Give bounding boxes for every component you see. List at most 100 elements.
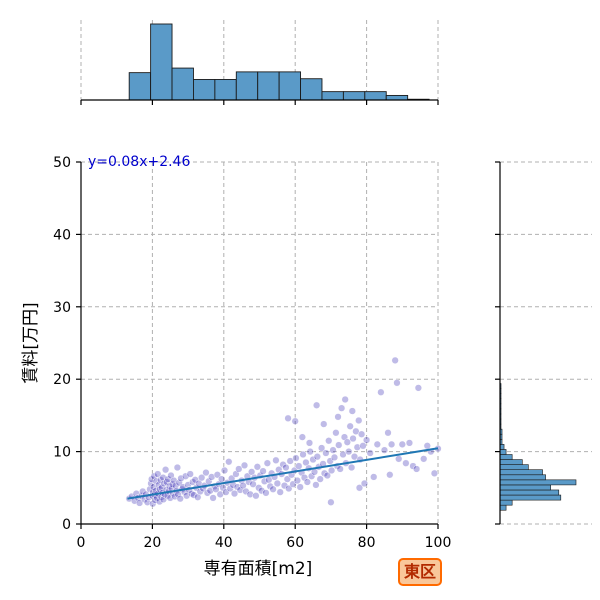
scatter-point <box>253 463 262 471</box>
scatter-point <box>236 486 244 494</box>
scatter-point <box>255 484 263 492</box>
scatter-point <box>347 463 356 472</box>
scatter-point <box>402 459 410 467</box>
scatter-point <box>373 440 381 449</box>
scatter-point <box>302 458 310 467</box>
x-tick-label: 60 <box>286 535 304 551</box>
scatter-point <box>208 473 216 481</box>
x-axis-label: 専有面積[m2] <box>204 559 313 579</box>
scatter-point <box>226 484 234 493</box>
scatter-point <box>391 356 399 365</box>
scatter-point <box>164 475 172 483</box>
y-tick-label: 30 <box>53 300 71 316</box>
scatter-point <box>272 456 280 464</box>
scatter-point <box>173 463 182 472</box>
y-hist-bar <box>499 444 505 450</box>
y-hist-bar <box>499 454 513 460</box>
y-hist-bar <box>499 489 560 496</box>
scatter-point <box>220 466 229 475</box>
regression-equation: y=0.08x+2.46 <box>88 154 190 170</box>
scatter-point <box>352 427 360 435</box>
scatter-point <box>166 494 174 502</box>
scatter-point <box>357 430 366 438</box>
scatter-point <box>325 437 333 445</box>
scatter-point <box>225 458 233 466</box>
scatter-point <box>345 447 353 456</box>
scatter-point <box>387 440 396 449</box>
scatter-point <box>246 490 254 498</box>
scatter-point <box>247 468 256 476</box>
scatter-point <box>269 485 277 493</box>
scatter-point <box>412 465 421 473</box>
scatter-point <box>349 434 357 443</box>
y-hist-bar <box>499 459 523 465</box>
scatter-point <box>283 475 291 483</box>
scatter-point <box>395 455 403 463</box>
axes <box>76 99 501 529</box>
scatter-point <box>430 469 439 477</box>
scatter-point <box>393 379 401 387</box>
scatter-point <box>355 484 364 492</box>
scatter-point <box>291 417 299 425</box>
scatter-point <box>266 482 274 491</box>
y-hist-bar <box>499 464 529 470</box>
y-marginal-histogram <box>499 383 577 511</box>
y-hist-bar <box>499 484 551 491</box>
y-axis-label: 賃料[万円] <box>21 302 41 383</box>
y-hist-bar <box>499 469 543 476</box>
scatter-point <box>343 438 351 446</box>
x-hist-bar <box>193 79 216 101</box>
scatter-point <box>252 492 260 500</box>
scatter-point <box>257 487 266 495</box>
x-hist-bar <box>128 72 152 101</box>
scatter-point <box>341 395 349 404</box>
scatter-point <box>296 483 304 491</box>
scatter-point <box>280 481 289 490</box>
scatter-point <box>323 471 331 480</box>
scatter-point <box>384 429 392 437</box>
scatter-point <box>292 454 300 462</box>
y-hist-bar <box>499 449 507 455</box>
x-tick-label: 80 <box>358 535 376 551</box>
scatter-point <box>176 495 184 503</box>
scatter-point <box>242 487 250 496</box>
right-histogram-grid <box>500 161 592 525</box>
scatter-point <box>222 488 230 496</box>
scatter-point <box>189 478 197 486</box>
scatter-point <box>259 467 267 475</box>
scatter-point <box>398 440 406 449</box>
scatter-point <box>348 407 356 415</box>
scatter-point <box>355 416 363 425</box>
x-hist-bar <box>235 71 259 101</box>
scatter-point <box>339 450 347 459</box>
scatter-point <box>337 404 346 412</box>
x-tick-label: 40 <box>215 535 233 551</box>
y-hist-bar <box>499 499 513 506</box>
scatter-point <box>350 453 359 461</box>
y-hist-bar <box>499 474 546 481</box>
scatter-point <box>306 447 314 456</box>
scatter-point <box>282 463 290 472</box>
scatter-point <box>293 476 301 485</box>
scatter-point <box>346 422 354 430</box>
scatter-point <box>276 488 284 496</box>
scatter-point <box>312 401 321 409</box>
x-hist-bar <box>171 67 194 101</box>
scatter-point <box>233 483 242 491</box>
scatter-point <box>326 457 334 465</box>
scatter-point <box>307 472 316 480</box>
scatter-point <box>309 455 317 464</box>
scatter-point <box>327 466 336 475</box>
scatter-point <box>152 477 160 485</box>
scatter-point <box>295 462 303 470</box>
y-hist-bar <box>499 494 562 501</box>
scatter-point <box>279 460 287 469</box>
scatter-point <box>198 474 206 482</box>
scatter-point <box>202 468 210 477</box>
scatter-point <box>405 439 414 447</box>
scatter-point <box>216 490 224 498</box>
scatter-point <box>154 470 162 478</box>
scatter-points <box>125 356 442 508</box>
scatter-point <box>322 449 330 457</box>
